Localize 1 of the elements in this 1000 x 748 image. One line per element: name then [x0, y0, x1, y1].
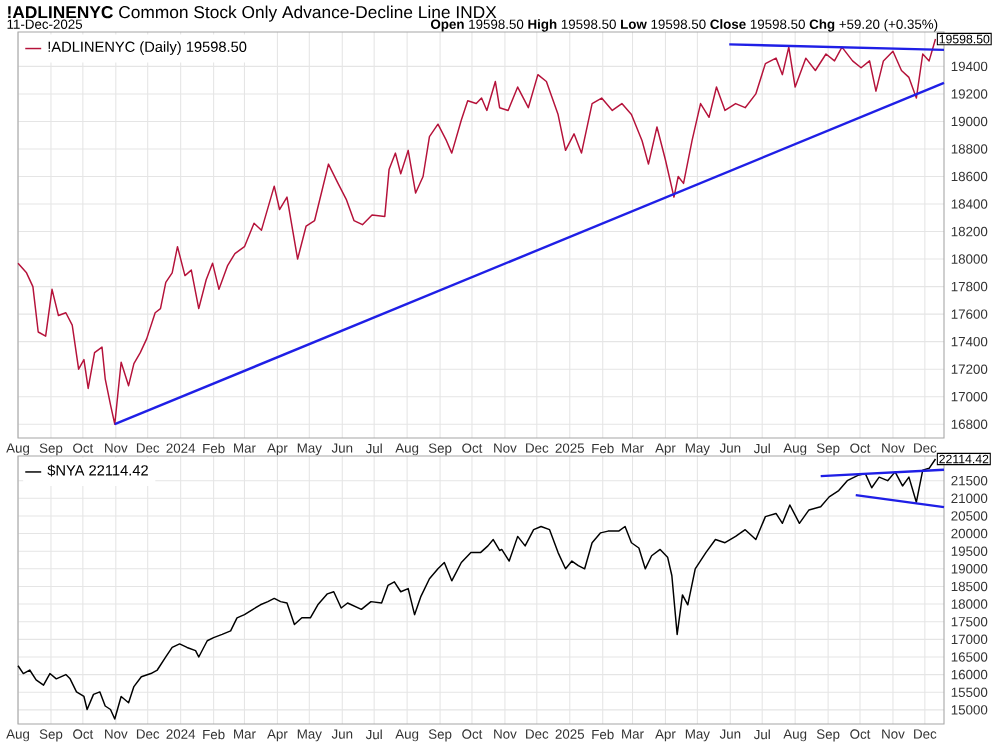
chart-title: !ADLINENYC Common Stock Only Advance-Decline Line INDX [8, 5, 497, 22]
